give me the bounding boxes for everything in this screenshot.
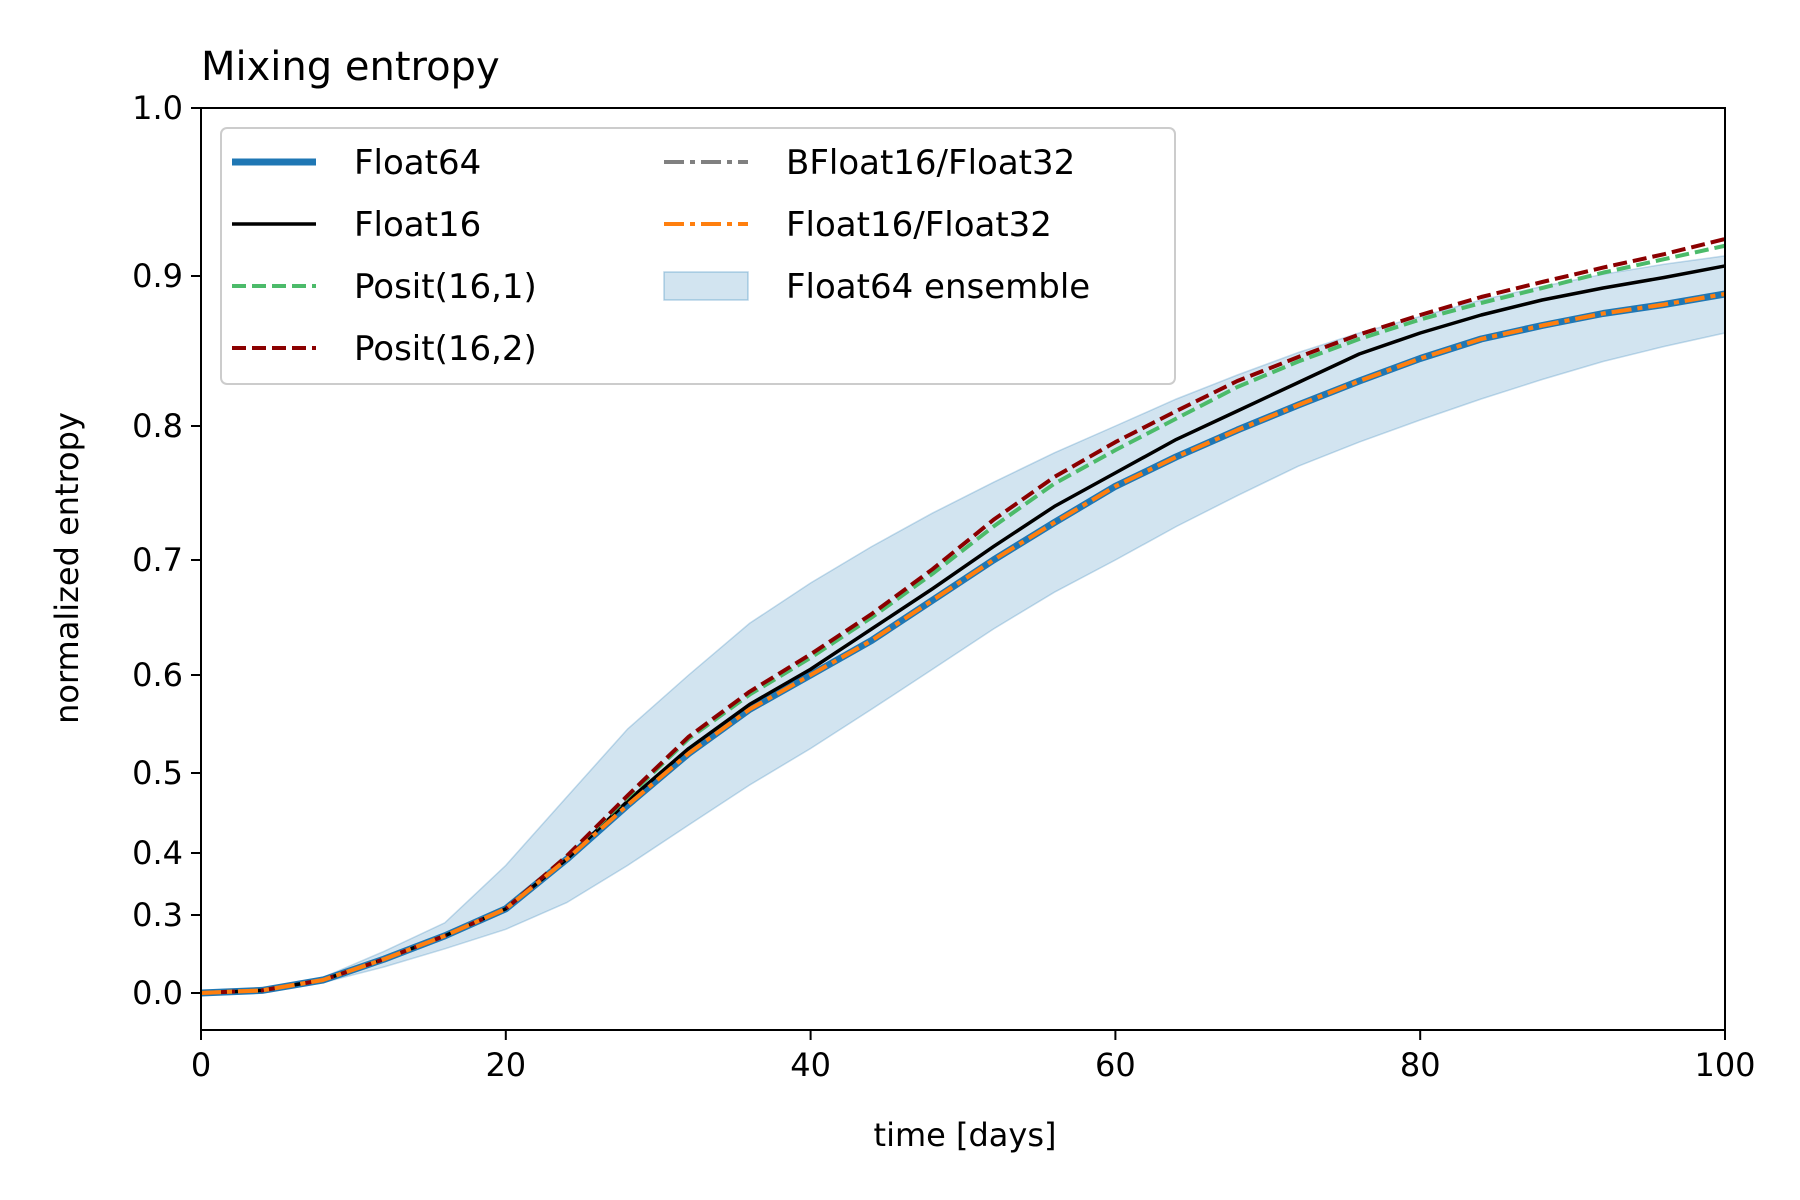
y-tick-label: 0.6 [132,656,183,694]
x-tick-label: 60 [1095,1046,1136,1084]
y-tick-label: 0.0 [132,974,183,1012]
legend-label-float64-ensemble: Float64 ensemble [786,267,1090,307]
x-tick-label: 40 [790,1046,831,1084]
series-line-float16-float32 [200,292,1726,995]
y-tick-label: 0.9 [132,257,183,295]
legend-label-float16-float32: Float16/Float32 [786,205,1052,245]
legend-label-posit-16-2-: Posit(16,2) [354,329,537,369]
x-tick-label: 0 [191,1046,211,1084]
legend: Float64 Float16 Posit(16,1) Posit(16,2) BFlo… [220,127,1176,385]
legend-label-bfloat16-float32: BFloat16/Float32 [786,143,1075,183]
legend-label-float16: Float16 [354,205,481,245]
y-tick-label: 0.3 [132,896,183,934]
x-tick-label: 80 [1400,1046,1441,1084]
plot-frame [200,107,1726,1031]
legend-label-posit-16-1-: Posit(16,1) [354,267,537,307]
x-tick-label: 20 [485,1046,526,1084]
y-axis-label: normalized entropy [48,412,86,724]
y-tick-label: 0.8 [132,407,183,445]
y-tick-label: 1.0 [132,89,183,127]
y-tick-label: 0.7 [132,541,183,579]
series-layer [200,237,1726,997]
x-axis-label: time [days] [874,1116,1057,1154]
y-tick-label: 0.4 [132,834,183,872]
legend-label-float64: Float64 [354,143,481,183]
legend-frame [220,127,1176,385]
axes-layer: 0 20 40 60 80 100 0.0 0.3 0.4 0.5 0.6 0.7 0.8 0.9 1.0 [132,89,1755,1084]
legend-swatch-float64-ensemble [663,271,749,301]
y-tick-label: 0.5 [132,754,183,792]
x-tick-label: 100 [1694,1046,1755,1084]
chart-title: Mixing entropy [201,44,500,90]
